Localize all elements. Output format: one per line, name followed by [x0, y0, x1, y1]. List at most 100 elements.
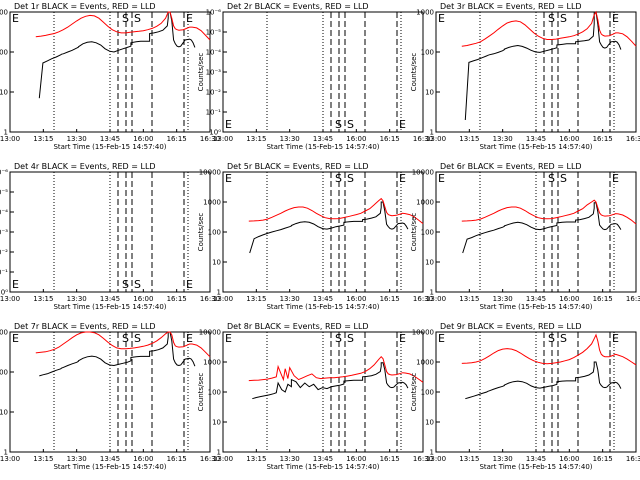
x-tick-label: 13:45 — [100, 135, 120, 143]
x-tick-label: 13:30 — [280, 295, 300, 303]
x-tick-label: 16:15 — [593, 455, 613, 463]
y-axis-label: Counts/sec — [197, 53, 205, 92]
annotation-label: S — [347, 118, 354, 131]
y-tick-label: 10 — [212, 259, 221, 267]
x-axis-label: Start Time (15-Feb-15 14:57:40) — [266, 463, 379, 471]
x-tick-label: 13:45 — [100, 295, 120, 303]
x-tick-label: 16:00 — [559, 295, 579, 303]
y-tick-label: 10⁻² — [0, 249, 8, 257]
x-tick-label: 13:00 — [426, 295, 446, 303]
annotation-label: S — [548, 12, 555, 25]
x-tick-label: 16:00 — [559, 455, 579, 463]
x-tick-label: 16:00 — [346, 135, 366, 143]
y-tick-label: 10 — [212, 419, 221, 427]
det-panel-1: Det 1r BLACK = Events, RED = LLD 13:00 13:… — [0, 2, 220, 151]
x-axis-label: Start Time (15-Feb-15 14:57:40) — [266, 143, 379, 151]
x-tick-label: 16:00 — [133, 455, 153, 463]
y-axis-label: Counts/sec — [410, 373, 418, 412]
det-panel-3: Det 3r BLACK = Events, RED = LLD 13:00 13:… — [410, 2, 640, 151]
x-tick-label: 16:15 — [167, 455, 187, 463]
y-tick-label: 1 — [430, 289, 434, 297]
annotation-label: S — [134, 278, 141, 291]
annotation-label: E — [12, 12, 19, 25]
panel-title: Det 6r BLACK = Events, RED = LLD — [440, 162, 582, 171]
x-tick-label: 13:30 — [67, 295, 87, 303]
annotation-label: E — [399, 332, 406, 345]
det-panel-2: Det 2r BLACK = Events, RED = LLD 13:00 13:… — [197, 2, 433, 151]
y-tick-label: 1000 — [416, 359, 434, 367]
x-tick-label: 16:00 — [133, 295, 153, 303]
y-tick-label: 100 — [208, 389, 221, 397]
y-tick-label: 10⁻³ — [206, 69, 222, 77]
annotation-label: E — [438, 12, 445, 25]
y-axis-label: Counts/sec — [410, 53, 418, 92]
annotation-label: E — [225, 332, 232, 345]
x-tick-label: 16:00 — [133, 135, 153, 143]
lld-series-line — [248, 197, 424, 224]
y-tick-label: 1 — [430, 129, 434, 137]
x-tick-label: 13:00 — [213, 455, 233, 463]
annotation-label: E — [399, 118, 406, 131]
events-series-line — [38, 11, 196, 99]
events-series-line — [39, 331, 196, 377]
annotation-label: E — [438, 332, 445, 345]
annotation-label: S — [134, 12, 141, 25]
lld-series-line — [461, 333, 637, 366]
x-tick-label: 13:45 — [526, 455, 546, 463]
x-tick-label: 16:00 — [559, 135, 579, 143]
x-tick-label: 16:15 — [380, 135, 400, 143]
x-axis-label: Start Time (15-Feb-15 14:57:40) — [479, 303, 592, 311]
events-series-line — [462, 202, 622, 254]
x-tick-label: 13:00 — [213, 135, 233, 143]
x-tick-label: 16:15 — [593, 135, 613, 143]
annotation-label: S — [347, 172, 354, 185]
x-tick-label: 16:15 — [380, 455, 400, 463]
y-tick-label: 1 — [430, 449, 434, 457]
x-tick-label: 13:30 — [67, 455, 87, 463]
annotation-label: E — [225, 118, 232, 131]
x-tick-label: 13:00 — [426, 135, 446, 143]
panel-title: Det 7r BLACK = Events, RED = LLD — [14, 322, 156, 331]
y-tick-label: 10⁻⁶ — [206, 9, 222, 17]
panel-title: Det 5r BLACK = Events, RED = LLD — [227, 162, 369, 171]
annotation-label: E — [186, 278, 193, 291]
x-tick-label: 13:30 — [67, 135, 87, 143]
y-tick-label: 100 — [0, 49, 8, 57]
y-tick-label: 100 — [208, 229, 221, 237]
x-tick-label: 13:00 — [213, 295, 233, 303]
x-tick-label: 13:45 — [313, 295, 333, 303]
y-tick-label: 1 — [217, 449, 221, 457]
det-panel-8: Det 8r BLACK = Events, RED = LLD 13:00 13:… — [197, 322, 433, 471]
x-axis-label: Start Time (15-Feb-15 14:57:40) — [266, 303, 379, 311]
x-tick-label: 16:30 — [626, 135, 640, 143]
annotation-label: S — [560, 12, 567, 25]
annotation-label: E — [225, 172, 232, 185]
panel-title: Det 4r BLACK = Events, RED = LLD — [14, 162, 156, 171]
x-tick-label: 13:45 — [313, 135, 333, 143]
annotation-label: S — [548, 172, 555, 185]
y-tick-label: 10⁰ — [0, 289, 8, 297]
panel-title: Det 2r BLACK = Events, RED = LLD — [227, 2, 369, 11]
x-tick-label: 13:30 — [280, 455, 300, 463]
annotation-label: S — [560, 332, 567, 345]
y-tick-label: 10 — [425, 259, 434, 267]
y-tick-label: 10⁻¹ — [0, 269, 8, 277]
x-tick-label: 16:30 — [413, 135, 433, 143]
y-tick-label: 10 — [0, 409, 8, 417]
x-tick-label: 13:15 — [33, 295, 53, 303]
annotation-label: E — [12, 278, 19, 291]
det-panel-6: Det 6r BLACK = Events, RED = LLD 13:00 13:… — [410, 162, 640, 311]
panel-title: Det 3r BLACK = Events, RED = LLD — [440, 2, 582, 11]
det-panel-7: Det 7r BLACK = Events, RED = LLD 13:00 13:… — [0, 322, 220, 471]
x-tick-label: 13:15 — [459, 295, 479, 303]
y-tick-label: 10000 — [412, 169, 434, 177]
y-tick-label: 10⁻² — [206, 89, 222, 97]
x-tick-label: 13:45 — [526, 295, 546, 303]
annotation-label: S — [560, 172, 567, 185]
y-tick-label: 1000 — [0, 9, 8, 17]
det-panel-9: Det 9r BLACK = Events, RED = LLD 13:00 13:… — [410, 322, 640, 471]
x-axis-label: Start Time (15-Feb-15 14:57:40) — [479, 463, 592, 471]
x-tick-label: 16:30 — [413, 295, 433, 303]
lld-series-line — [461, 199, 637, 225]
